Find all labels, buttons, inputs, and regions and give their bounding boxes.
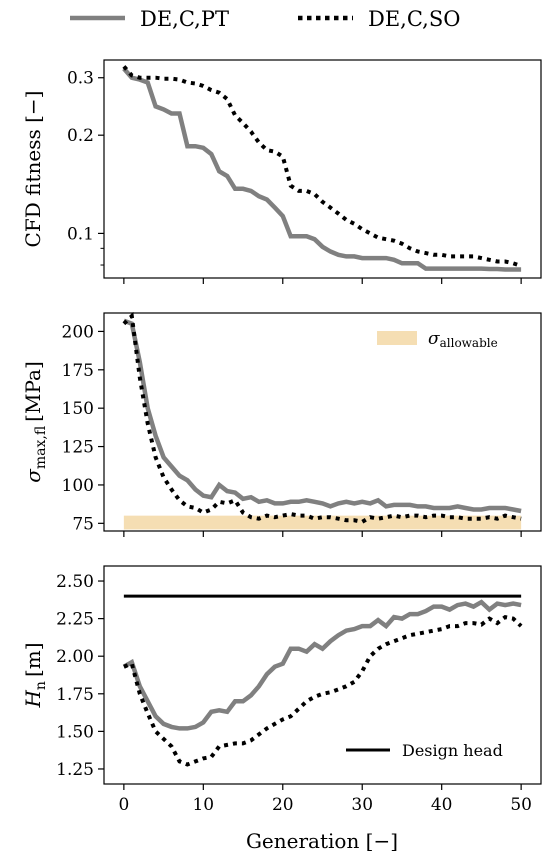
y-tick-label: 100 (62, 476, 94, 496)
stress-ylabel-main: σ (21, 468, 45, 483)
x-tick-label: 40 (431, 795, 453, 815)
allowable-legend-swatch (377, 331, 417, 345)
stress-ylabel-sub: max,fl (33, 426, 49, 469)
panel-stress-frame (103, 312, 542, 532)
series-line-pt (123, 318, 522, 514)
x-tick-label: 20 (272, 795, 294, 815)
allowable-legend-label: σallowable (428, 329, 498, 350)
head-ylabel-unit: [m] (21, 642, 45, 677)
head-ylabel-main: H (21, 690, 45, 709)
y-tick-label: 2.25 (56, 610, 94, 630)
y-tick-label: 0.3 (67, 69, 94, 89)
y-tick-label: 1.75 (56, 685, 94, 705)
panel-head-frame (103, 565, 542, 785)
panel-head-marks: 1.25 1.50 1.75 2.00 2.25 2.50 0 10 20 30 40 50 (56, 572, 532, 815)
panel-head: 1.25 1.50 1.75 2.00 2.25 2.50 0 10 20 30 40 50 Hn [m… (21, 565, 542, 853)
x-tick-label: 30 (351, 795, 373, 815)
series-line-so (122, 65, 522, 268)
series-line-pt (122, 67, 522, 272)
stress-legend: σallowable (377, 329, 498, 350)
legend-pt-label: DE,C,PT (140, 7, 229, 31)
allowable-band (123, 515, 522, 530)
x-axis-label: Generation [−] (246, 829, 398, 853)
allowable-legend-main: σ (428, 329, 440, 349)
y-tick-label: 2.00 (56, 647, 94, 667)
y-tick-label: 75 (72, 514, 94, 534)
y-tick-label: 0.2 (67, 126, 94, 146)
x-tick-label: 50 (510, 795, 532, 815)
legend-so-label: DE,C,SO (368, 7, 460, 31)
y-tick-label: 125 (62, 438, 94, 458)
design-head-legend-label: Design head (402, 741, 503, 760)
head-ylabel-sub: n (33, 681, 49, 690)
panel-cfd-ylabel: CFD fitness [−] (21, 91, 45, 248)
y-tick-label: 200 (62, 322, 94, 342)
x-tick-label: 10 (192, 795, 214, 815)
panel-stress-ylabel: σmax,fl [MPa] (21, 361, 49, 483)
y-tick-label: 0.1 (67, 224, 94, 244)
y-tick-label: 150 (62, 399, 94, 419)
y-tick-label: 2.50 (56, 572, 94, 592)
panel-head-ylabel: Hn [m] (21, 642, 49, 708)
series-line-pt (122, 599, 522, 731)
x-tick-label: 0 (118, 795, 129, 815)
y-tick-label: 1.25 (56, 760, 94, 780)
allowable-legend-sub: allowable (440, 336, 498, 350)
series-line-so (122, 311, 522, 524)
legend: DE,C,PT DE,C,SO (70, 7, 460, 31)
panel-cfd-marks: 0.1 0.2 0.3 (67, 65, 522, 284)
panel-stress-marks: 75 100 125 150 175 200 (62, 311, 522, 537)
panel-cfd-fitness: 0.1 0.2 0.3 CFD fitness [−] (21, 59, 542, 284)
design-head-legend: Design head (346, 741, 503, 760)
y-tick-label: 175 (62, 361, 94, 381)
stress-ylabel-unit: [MPa] (21, 361, 45, 422)
y-tick-label: 1.50 (56, 722, 94, 742)
panel-cfd-frame (103, 59, 542, 279)
